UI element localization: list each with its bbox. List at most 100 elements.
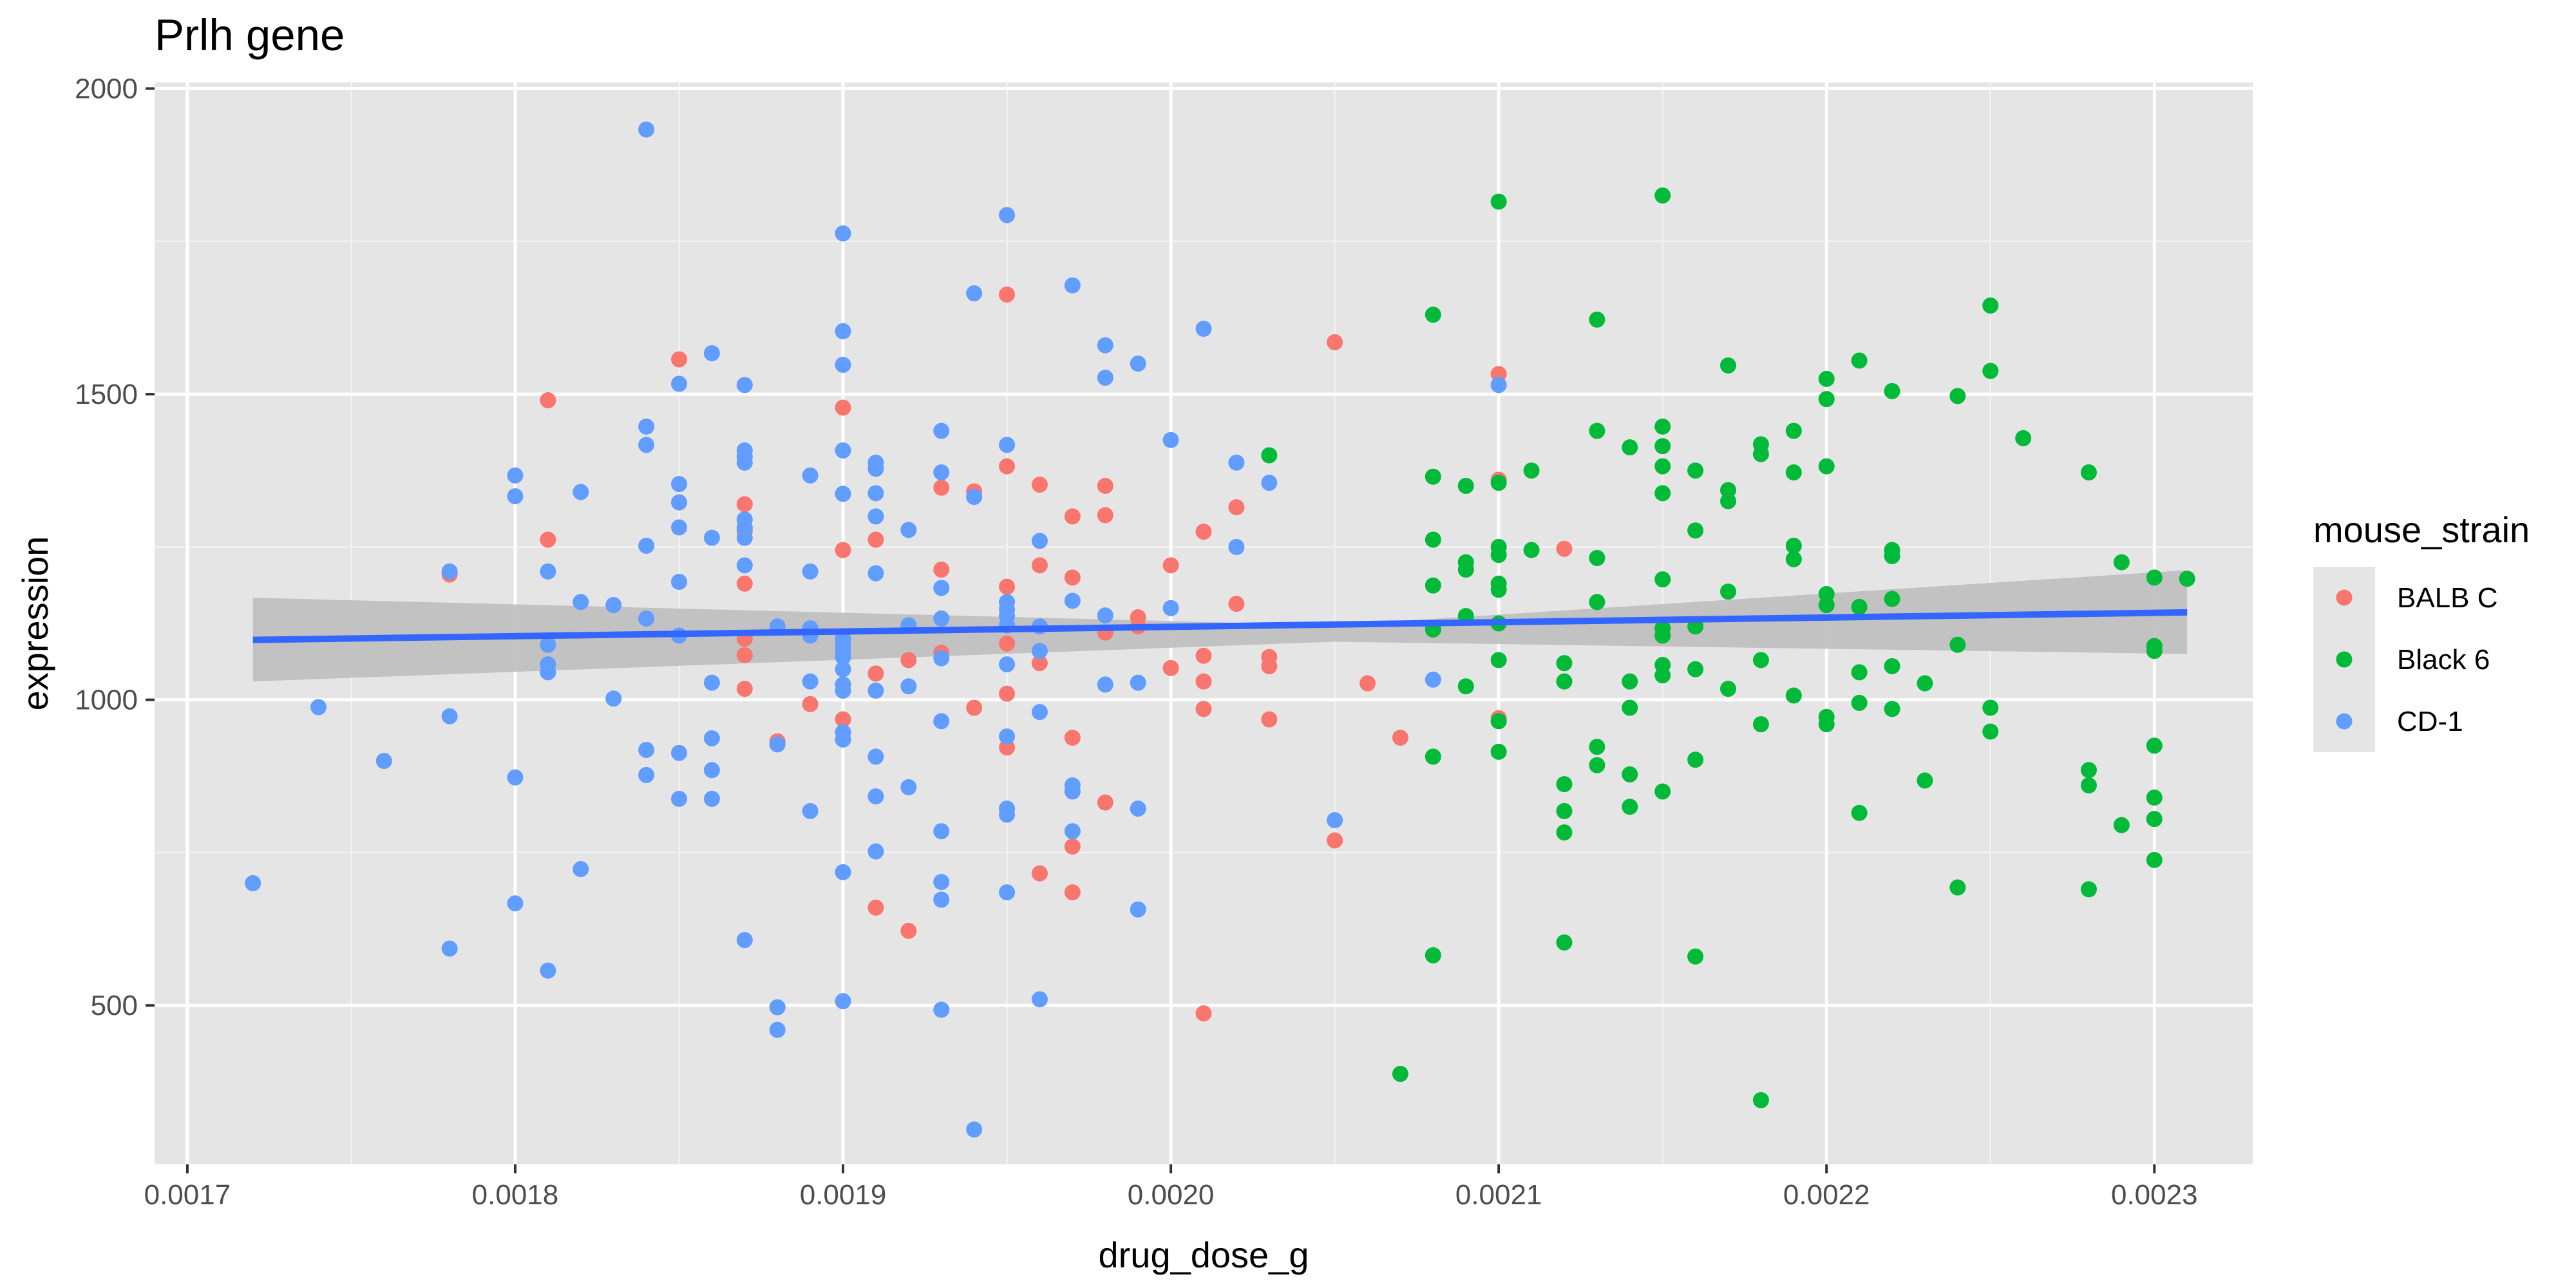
data-point [2080, 464, 2097, 481]
data-point [2146, 737, 2163, 754]
data-point [933, 650, 950, 667]
legend-key-swatch [2336, 713, 2353, 730]
data-point [1097, 507, 1113, 524]
data-point [671, 476, 687, 493]
data-point [1064, 884, 1081, 901]
data-point [1490, 743, 1507, 760]
data-point [867, 531, 884, 548]
data-point [1064, 277, 1081, 294]
data-point [933, 610, 950, 627]
data-point [375, 753, 392, 770]
data-point [1064, 838, 1081, 855]
data-point [2146, 569, 2163, 586]
data-point [638, 437, 655, 453]
data-point [1818, 391, 1835, 408]
data-point [1654, 438, 1671, 455]
data-point [1097, 607, 1113, 624]
data-point [1720, 681, 1736, 697]
x-axis: 0.0017 0.0018 0.0019 0.0020 0.0021 0.0022 0.00… [144, 1164, 2198, 1211]
data-point [933, 479, 950, 496]
data-point [736, 647, 753, 663]
data-point [1589, 594, 1605, 611]
data-point [1064, 823, 1081, 840]
data-point [1490, 475, 1507, 491]
data-point [1031, 477, 1048, 493]
data-point [802, 696, 819, 712]
data-point [703, 762, 720, 779]
data-point [900, 522, 917, 538]
data-point [2080, 881, 2097, 898]
chart-title: Prlh gene [155, 10, 345, 60]
x-axis-title: drug_dose_g [1099, 1235, 1309, 1275]
data-point [769, 736, 786, 753]
data-point [573, 594, 589, 611]
data-point [1687, 752, 1704, 768]
data-point [671, 375, 687, 392]
data-point [1523, 462, 1540, 479]
data-point [1917, 772, 1933, 789]
data-point [1622, 673, 1638, 690]
data-point [835, 542, 851, 558]
data-point [1097, 794, 1113, 811]
data-point [1589, 422, 1605, 439]
data-point [1589, 311, 1605, 328]
data-point [1752, 1092, 1769, 1108]
data-point [1589, 549, 1605, 566]
data-point [999, 806, 1016, 823]
data-point [1359, 675, 1376, 692]
data-point [900, 779, 917, 795]
data-point [835, 682, 851, 699]
data-point [966, 489, 983, 506]
data-point [638, 121, 655, 138]
data-point [999, 437, 1016, 453]
data-point [933, 464, 950, 481]
data-point [867, 682, 884, 699]
data-point [1064, 729, 1081, 746]
data-point [1097, 477, 1113, 494]
y-axis: 500 1000 1500 2000 [75, 73, 155, 1021]
data-point [1425, 671, 1441, 688]
data-point [1490, 652, 1507, 668]
data-point [245, 875, 261, 891]
x-tick-label: 0.0023 [2111, 1179, 2198, 1211]
data-point [736, 557, 753, 574]
data-point [2146, 643, 2163, 659]
data-point [1457, 477, 1474, 494]
data-point [1884, 701, 1900, 717]
data-point [1785, 537, 1802, 554]
data-point [1949, 636, 1966, 653]
data-point [835, 225, 851, 242]
data-point [867, 843, 884, 860]
data-point [1195, 524, 1212, 540]
data-point [1261, 447, 1278, 464]
data-point [671, 790, 687, 807]
data-point [966, 699, 983, 716]
data-point [900, 678, 917, 695]
data-point [540, 636, 556, 653]
data-point [1031, 991, 1048, 1008]
data-point [1589, 757, 1605, 773]
data-point [1654, 187, 1671, 204]
x-tick-label: 0.0022 [1783, 1179, 1870, 1211]
data-point [1752, 716, 1769, 733]
data-point [1556, 776, 1573, 793]
data-point [1425, 307, 1441, 323]
data-point [703, 529, 720, 546]
data-point [1982, 699, 1999, 716]
data-point [573, 484, 589, 500]
data-point [736, 681, 753, 697]
data-point [999, 458, 1016, 475]
data-point [1556, 824, 1573, 841]
data-point [1195, 321, 1212, 337]
data-point [703, 674, 720, 691]
data-point [507, 488, 524, 505]
data-point [1327, 832, 1343, 849]
data-point [1785, 687, 1802, 704]
legend-label: CD-1 [2397, 706, 2463, 737]
data-point [1490, 547, 1507, 564]
trend-line-layer [252, 609, 2188, 643]
data-point [671, 744, 687, 761]
data-point [1720, 583, 1736, 600]
data-point [1457, 678, 1474, 695]
data-point [835, 649, 851, 665]
